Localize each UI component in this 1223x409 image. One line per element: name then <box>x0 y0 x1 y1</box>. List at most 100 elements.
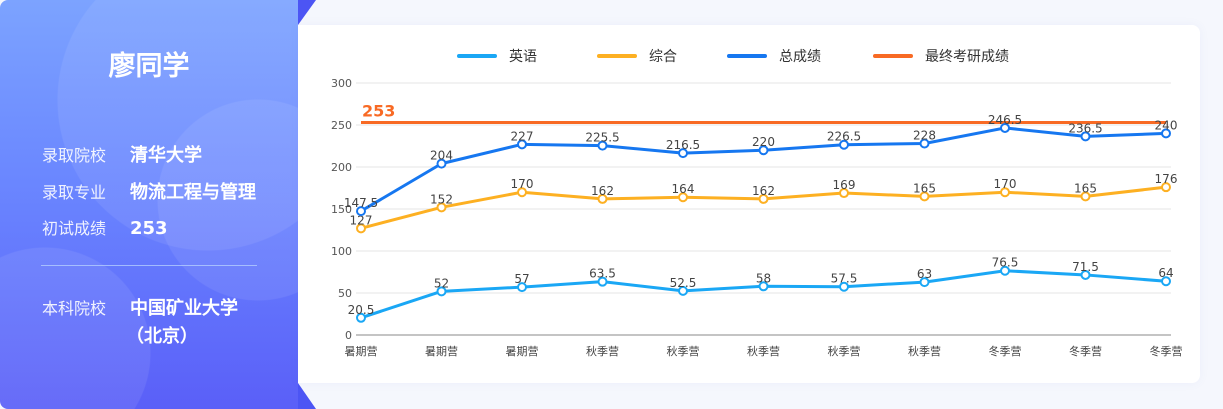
legend-item-comprehensive[interactable]: 综合 <box>597 46 677 66</box>
x-tick-label: 冬季营 <box>1069 344 1102 358</box>
data-label: 52 <box>434 276 449 290</box>
data-point <box>597 193 608 204</box>
data-point <box>517 139 527 150</box>
student-name: 廖同学 <box>108 51 190 82</box>
data-label: 165 <box>913 181 936 195</box>
corner-triangle <box>298 0 316 25</box>
x-tick-label: 暑期营 <box>345 344 378 358</box>
data-label: 76.5 <box>992 256 1019 270</box>
data-point <box>1161 128 1171 139</box>
data-point <box>356 312 366 323</box>
admitted-school-row: 录取院校 清华大学 <box>42 141 202 167</box>
data-label: 127 <box>350 213 373 227</box>
data-label: 57 <box>514 272 529 286</box>
data-point <box>678 285 688 296</box>
y-tick-label: 250 <box>331 119 352 132</box>
legend-item-english[interactable]: 英语 <box>457 46 537 66</box>
legend-item-total[interactable]: 总成绩 <box>727 46 821 66</box>
data-point <box>436 158 447 169</box>
field-value: 253 <box>130 218 168 239</box>
data-label: 246.5 <box>988 113 1022 127</box>
data-point <box>597 276 608 287</box>
data-label: 170 <box>511 177 534 191</box>
data-label: 164 <box>672 182 695 196</box>
y-tick-label: 150 <box>331 203 352 216</box>
y-tick-label: 0 <box>345 329 352 342</box>
x-tick-label: 暑期营 <box>506 344 539 358</box>
data-point <box>1161 182 1171 193</box>
data-label: 170 <box>994 177 1017 191</box>
data-point <box>1000 187 1010 198</box>
data-point <box>839 139 849 150</box>
data-label: 169 <box>833 178 856 192</box>
data-point <box>919 191 930 202</box>
field-value: 中国矿业大学 <box>130 298 238 319</box>
data-point <box>919 277 930 288</box>
x-tick-label: 秋季营 <box>828 344 861 358</box>
data-label: 240 <box>1155 118 1178 132</box>
data-label: 204 <box>430 149 453 163</box>
legend-swatch <box>727 54 767 58</box>
data-label: 147.5 <box>344 196 378 210</box>
data-point <box>1080 269 1091 280</box>
data-point <box>839 188 849 199</box>
data-label: 220 <box>752 135 775 149</box>
undergrad-row-cont: （北京） <box>126 322 198 348</box>
data-point <box>1000 265 1010 276</box>
data-point <box>597 140 608 151</box>
x-tick-label: 秋季营 <box>747 344 780 358</box>
legend-label: 英语 <box>509 49 537 65</box>
legend-swatch <box>457 54 497 58</box>
data-label: 226.5 <box>827 130 861 144</box>
field-label: 录取专业 <box>42 183 107 202</box>
data-point <box>356 223 366 234</box>
data-label: 216.5 <box>666 138 700 152</box>
data-label: 228 <box>913 128 936 142</box>
data-point <box>1161 276 1171 287</box>
data-label: 20.5 <box>348 303 375 317</box>
data-label: 63.5 <box>589 267 616 281</box>
undergrad-row: 本科院校 中国矿业大学 <box>42 294 238 320</box>
legend-swatch <box>597 54 637 58</box>
legend-label: 综合 <box>649 49 677 65</box>
data-point <box>1000 122 1010 133</box>
data-point <box>758 145 769 156</box>
chart-card <box>298 25 1200 383</box>
legend-label: 最终考研成绩 <box>925 49 1009 65</box>
divider <box>41 265 257 266</box>
data-point <box>758 193 769 204</box>
y-tick-label: 50 <box>338 287 352 300</box>
data-label: 225.5 <box>585 131 619 145</box>
corner-triangle <box>298 383 316 409</box>
field-value: 清华大学 <box>130 145 202 166</box>
x-tick-label: 冬季营 <box>1150 344 1183 358</box>
data-label: 52.5 <box>670 276 697 290</box>
legend-label: 总成绩 <box>779 49 821 65</box>
y-tick-label: 200 <box>331 161 352 174</box>
y-tick-label: 100 <box>331 245 352 258</box>
data-point <box>436 286 447 297</box>
x-tick-label: 冬季营 <box>989 344 1022 358</box>
data-point <box>436 202 447 213</box>
data-label: 57.5 <box>831 272 858 286</box>
data-label: 71.5 <box>1072 260 1099 274</box>
data-point <box>678 148 688 159</box>
data-label: 152 <box>430 192 453 206</box>
legend: 英语 综合 总成绩 最终考研成绩 <box>0 46 1223 66</box>
field-value-cont: （北京） <box>126 326 198 347</box>
data-point <box>517 187 527 198</box>
data-label: 64 <box>1158 266 1173 280</box>
y-tick-label: 300 <box>331 77 352 90</box>
data-point <box>1080 131 1091 142</box>
data-point <box>839 281 849 292</box>
legend-item-final[interactable]: 最终考研成绩 <box>873 46 1009 66</box>
data-label: 162 <box>752 184 775 198</box>
data-point <box>758 281 769 292</box>
data-point <box>356 206 366 217</box>
data-label: 236.5 <box>1068 121 1102 135</box>
x-tick-label: 秋季营 <box>586 344 619 358</box>
x-tick-label: 暑期营 <box>425 344 458 358</box>
data-point <box>919 138 930 149</box>
